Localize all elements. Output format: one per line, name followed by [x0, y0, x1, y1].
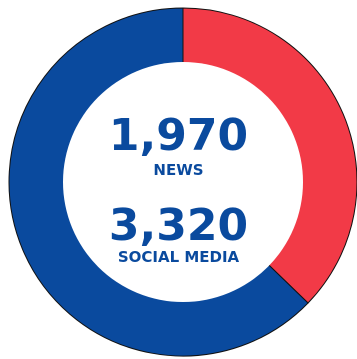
news-value-label: 1,970 — [108, 110, 249, 161]
donut-hole — [63, 62, 303, 302]
news-category-label: NEWS — [153, 161, 204, 179]
social-media-category-label: SOCIAL MEDIA — [117, 248, 240, 266]
social-media-value-label: 3,320 — [108, 200, 249, 251]
